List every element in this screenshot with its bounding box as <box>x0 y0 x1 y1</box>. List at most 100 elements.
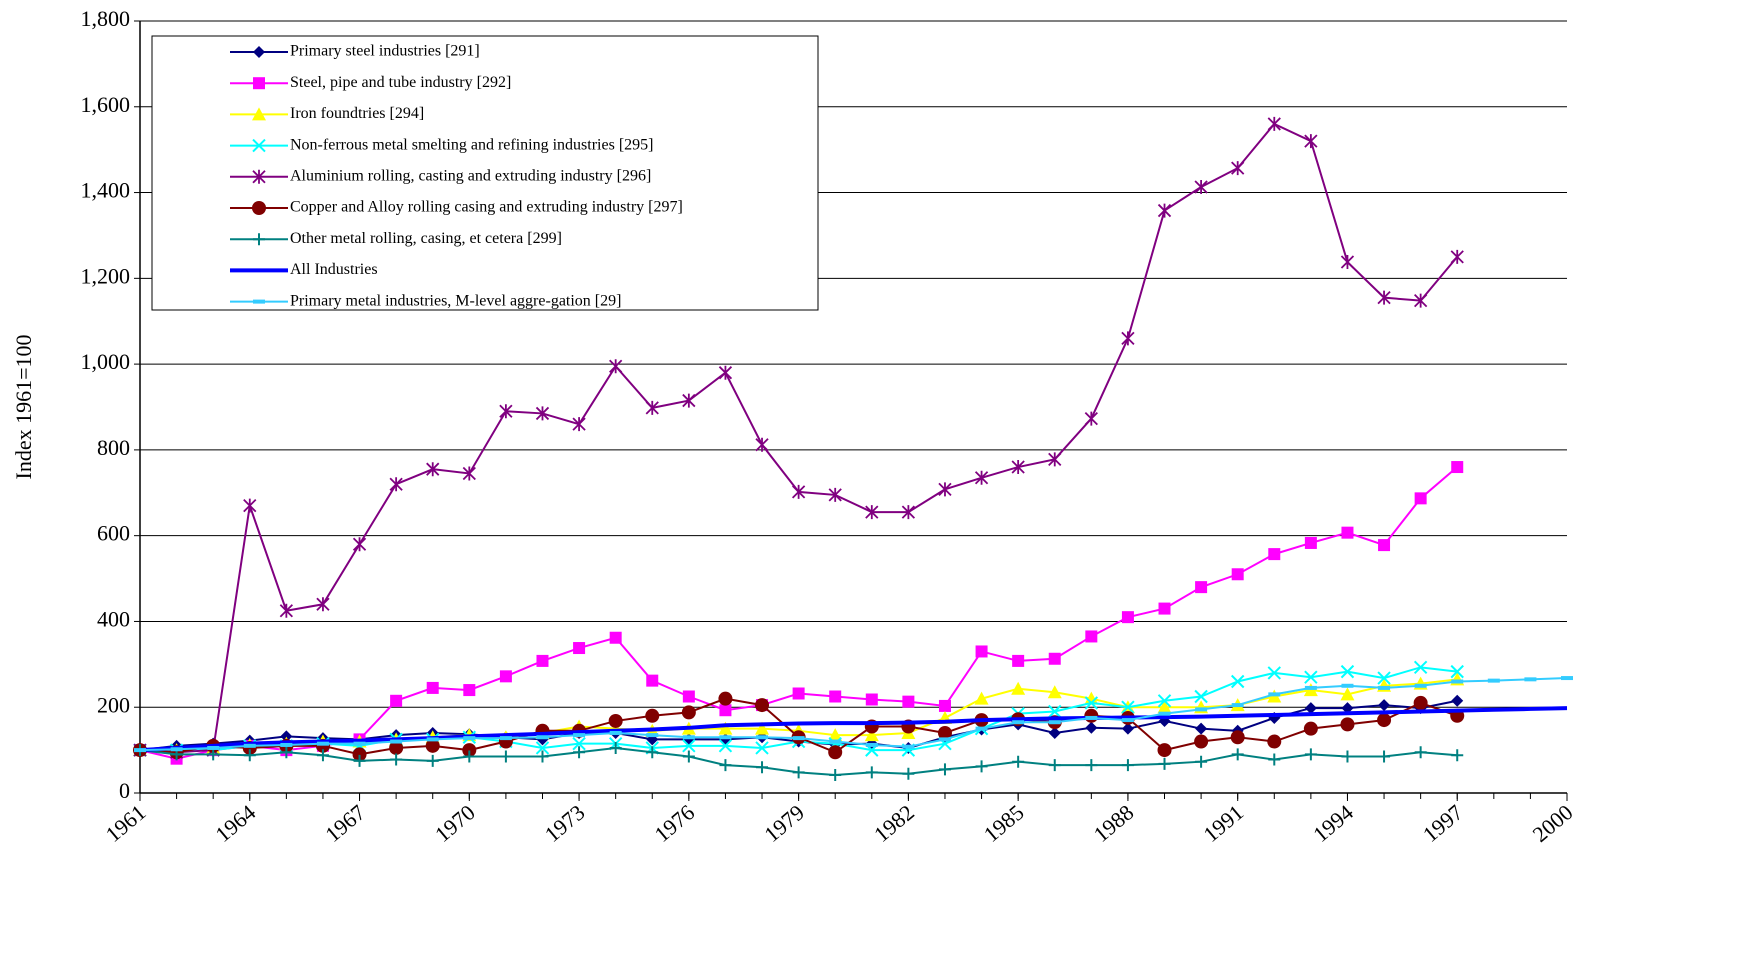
marker <box>718 691 733 706</box>
x-tick-label: 1967 <box>320 800 370 847</box>
legend-label: Iron foundtries [294] <box>290 105 424 122</box>
marker <box>352 747 367 762</box>
marker <box>1231 568 1244 581</box>
series-line <box>139 677 1568 752</box>
marker <box>1378 539 1391 552</box>
marker <box>1267 734 1282 749</box>
legend-label: Primary steel industries [291] <box>290 43 480 60</box>
marker <box>828 487 842 502</box>
y-tick-label: 800 <box>97 435 130 460</box>
x-tick-label: 1973 <box>540 800 590 847</box>
x-tick-label: 1961 <box>101 800 151 847</box>
marker <box>1011 681 1026 695</box>
marker <box>462 466 476 481</box>
marker <box>1195 722 1208 735</box>
marker <box>865 505 879 520</box>
marker <box>463 750 476 763</box>
marker <box>829 690 842 703</box>
marker <box>1340 687 1355 701</box>
marker <box>1340 255 1355 270</box>
marker <box>253 46 265 58</box>
marker <box>1450 664 1464 679</box>
x-tick-label: 1982 <box>869 800 919 847</box>
marker <box>1012 654 1025 667</box>
marker <box>1304 702 1317 715</box>
marker <box>1157 203 1172 218</box>
marker <box>243 749 256 762</box>
marker <box>755 721 770 735</box>
y-tick-label: 1,200 <box>81 263 131 288</box>
marker <box>1450 249 1464 264</box>
marker <box>1340 664 1355 679</box>
marker <box>609 741 622 754</box>
x-tick-label: 1970 <box>430 800 480 847</box>
marker <box>253 233 265 246</box>
marker <box>1378 750 1391 763</box>
marker <box>499 670 512 683</box>
y-tick-label: 1,800 <box>81 6 131 31</box>
marker <box>1085 630 1098 643</box>
marker <box>536 654 549 667</box>
marker <box>1378 699 1391 712</box>
marker <box>243 498 257 513</box>
marker <box>1158 757 1171 770</box>
y-tick-label: 1,400 <box>81 178 131 203</box>
marker <box>1341 702 1354 715</box>
marker <box>755 698 770 713</box>
marker <box>1413 695 1428 710</box>
marker <box>755 741 769 755</box>
marker <box>1230 730 1245 745</box>
marker <box>902 767 915 780</box>
marker <box>1304 670 1318 684</box>
marker <box>390 694 403 707</box>
marker <box>719 733 732 746</box>
marker <box>389 740 404 755</box>
marker <box>1304 536 1317 549</box>
marker <box>865 693 878 706</box>
marker <box>1157 694 1172 708</box>
marker <box>1047 685 1062 699</box>
x-tick-label: 1994 <box>1308 800 1358 847</box>
marker <box>938 763 951 776</box>
marker <box>1121 331 1135 346</box>
marker <box>938 482 952 497</box>
legend-label: Primary metal industries, M-level aggre-… <box>290 292 621 309</box>
marker <box>828 745 843 760</box>
legend-label: Copper and Alloy rolling casing and extr… <box>290 199 683 216</box>
marker <box>252 169 266 184</box>
marker <box>1048 452 1062 467</box>
marker <box>865 766 878 779</box>
marker <box>1231 161 1245 176</box>
marker <box>1268 548 1281 561</box>
marker <box>1414 293 1428 308</box>
x-tick-label: 1985 <box>979 800 1029 847</box>
marker <box>253 77 265 90</box>
marker <box>792 687 805 700</box>
marker <box>426 754 439 767</box>
marker <box>975 760 988 773</box>
marker <box>207 748 220 761</box>
marker <box>280 746 293 759</box>
marker <box>1341 526 1354 539</box>
marker <box>1377 671 1391 685</box>
marker <box>535 741 550 755</box>
marker <box>252 201 266 215</box>
marker <box>1194 689 1208 704</box>
marker <box>682 733 695 746</box>
x-tick-label: 1991 <box>1198 800 1248 847</box>
marker <box>645 400 659 415</box>
x-tick-label: 1988 <box>1089 800 1139 847</box>
marker <box>1121 611 1134 624</box>
y-tick-label: 0 <box>119 778 130 803</box>
marker <box>1121 722 1134 735</box>
x-tick-label: 2000 <box>1528 800 1578 847</box>
marker <box>316 597 330 612</box>
marker <box>609 631 622 644</box>
marker <box>755 437 769 452</box>
marker <box>1414 492 1427 505</box>
marker <box>252 138 266 153</box>
marker <box>792 766 805 779</box>
marker <box>646 674 659 687</box>
marker <box>902 695 915 708</box>
